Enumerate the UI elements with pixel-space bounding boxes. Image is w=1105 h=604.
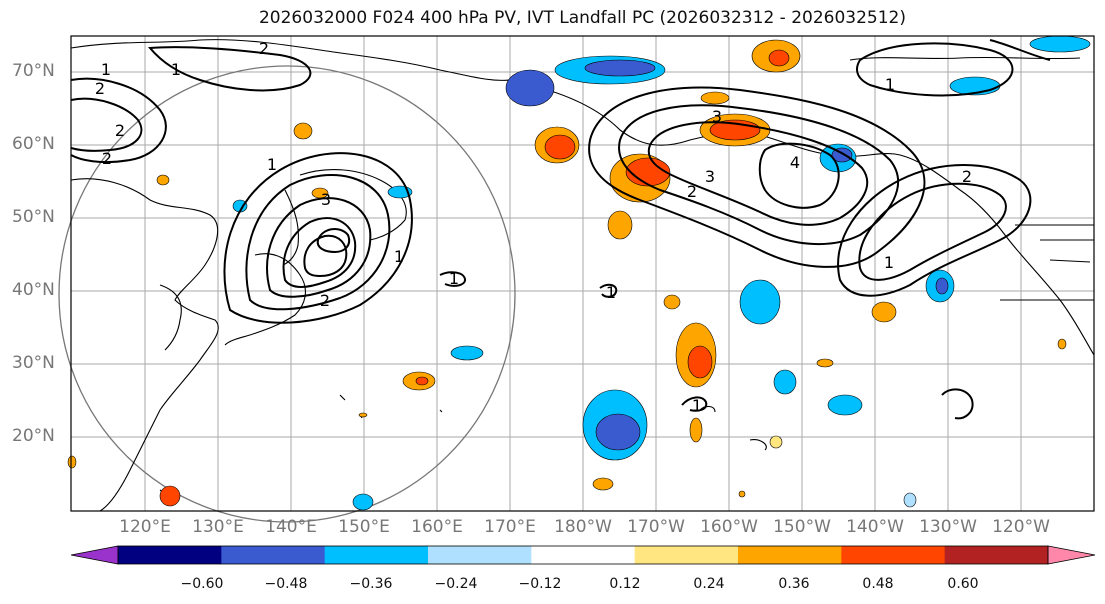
colorbar-swatch [531,546,636,564]
lon-label: 170°W [627,517,685,537]
lat-label: 20°N [12,426,55,446]
colorbar-swatch [221,546,326,564]
contour-label: 1 [885,75,895,94]
colorbar-swatch [841,546,946,564]
colorbar-tick-label: −0.24 [434,576,478,592]
colorbar-tick-label: −0.36 [349,576,393,592]
map-title: 2026032000 F024 400 hPa PV, IVT Landfall… [258,8,906,28]
lat-label: 60°N [12,134,55,154]
colorbar-extend-low [70,545,119,565]
colorbar-tick-label: 0.48 [862,576,894,592]
contour-label: 3 [705,167,715,186]
colorbar-tick-label: 0.36 [778,576,810,592]
colorbar-swatch [324,546,429,564]
pv-shading [67,35,1091,511]
colorbar-tick-label: 0.24 [693,576,725,592]
colorbar-tick-label: 0.12 [609,576,641,592]
lat-label: 30°N [12,353,55,373]
lon-label: 150°E [338,517,390,537]
colorbar-tick-label: −0.48 [264,576,308,592]
contour-label: 1 [394,247,404,266]
colorbar-tick-label: −0.12 [518,576,562,592]
lon-label: 160°W [700,517,758,537]
colorbar-swatch [634,546,739,564]
lon-label: 140°E [265,517,317,537]
colorbar-outline [117,545,1049,565]
map-frame [70,35,1095,512]
ivt-contours [70,39,1051,420]
colorbar-swatch [118,546,222,564]
colorbar-swatch [428,546,532,564]
lon-label: 160°E [411,517,463,537]
contour-label: 2 [95,79,105,98]
contour-label: 3 [712,107,722,126]
colorbar-tick-label: 0.60 [947,576,979,592]
contour-label: 1 [101,60,111,79]
colorbar-tick-label: −0.60 [180,576,224,592]
contour-label: 2 [115,121,125,140]
lon-label: 130°W [919,517,977,537]
contour-label: 1 [606,283,616,302]
contour-label: 1 [449,269,459,288]
lon-label: 140°W [846,517,904,537]
contour-label: 2 [259,39,269,58]
lat-label: 40°N [12,280,55,300]
contour-label: 1 [171,60,181,79]
contour-label: 2 [320,291,330,310]
contour-label: 2 [962,167,972,186]
contour-label: 4 [790,153,800,172]
lon-label: 170°E [484,517,536,537]
contour-label: 1 [692,396,702,415]
range-circle [58,65,516,523]
lon-label: 120°W [992,517,1050,537]
lat-label: 70°N [12,61,55,81]
colorbar [70,545,1096,565]
lon-label: 120°E [119,517,171,537]
contour-label: 1 [884,253,894,272]
lon-label: 130°E [192,517,244,537]
colorbar-extend-high [1047,545,1096,565]
contour-label: 3 [321,190,331,209]
lon-label: 180°W [554,517,612,537]
contour-label: 2 [102,149,112,168]
lat-label: 50°N [12,207,55,227]
contour-label: 2 [687,182,697,201]
contour-label: 1 [267,155,277,174]
lon-label: 150°W [773,517,831,537]
contour-labels: 1 1 2 2 2 2 3 1 1 1 1 2 3 1 4 2 3 1 1 2 [95,39,972,415]
colorbar-swatch [738,546,842,564]
colorbar-swatch [944,546,1049,564]
